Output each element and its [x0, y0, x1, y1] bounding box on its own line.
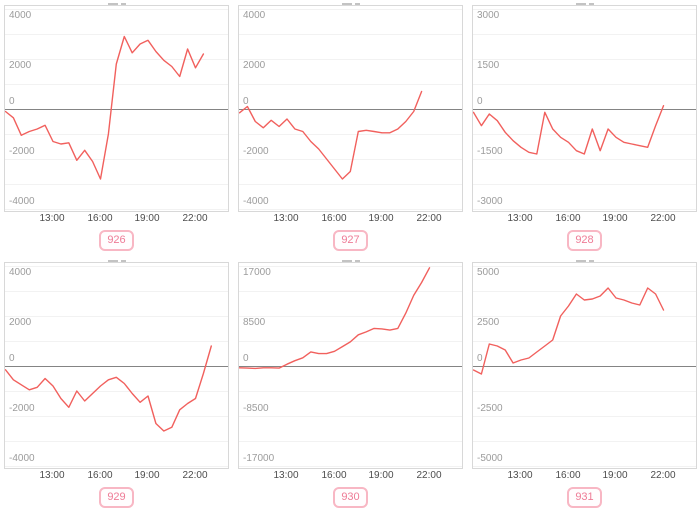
x-axis: 13:00 16:00 19:00 22:00 — [472, 213, 697, 224]
data-line-series — [473, 104, 665, 155]
chart-panel: 17000 8500 0 -8500 -17000 13:00 16:00 19:00 22:… — [238, 257, 463, 514]
chart-panel: 4000 2000 0 -2000 -4000 13:00 16:00 19:00 22:00… — [4, 257, 229, 514]
x-axis: 13:00 16:00 19:00 22:00 — [4, 213, 229, 224]
clipped-chart-title — [4, 257, 229, 262]
chart-id-badge[interactable]: 928 — [567, 229, 602, 251]
x-axis-label: 13:00 — [507, 213, 533, 224]
line-chart-svg — [473, 266, 696, 467]
title-fragment — [575, 3, 586, 5]
plot-area: 4000 2000 0 -2000 -4000 — [4, 262, 229, 469]
x-axis-label: 16:00 — [87, 213, 113, 224]
x-axis-label: 22:00 — [182, 213, 208, 224]
data-line-series — [5, 35, 205, 180]
chart-id-badge[interactable]: 931 — [567, 486, 602, 508]
chart-panel: 3000 1500 0 -1500 -3000 13:00 16:00 19:00 22:00… — [472, 0, 697, 257]
x-axis-label: 22:00 — [650, 470, 676, 481]
x-axis-label: 13:00 — [507, 470, 533, 481]
x-axis-label: 19:00 — [368, 470, 394, 481]
title-fragment — [107, 3, 118, 5]
x-axis-label: 22:00 — [182, 470, 208, 481]
x-axis-label: 16:00 — [555, 470, 581, 481]
x-axis-label: 19:00 — [134, 470, 160, 481]
data-line-series — [473, 287, 665, 375]
x-axis-label: 16:00 — [321, 470, 347, 481]
line-chart-svg — [239, 9, 462, 210]
badge-row: 931 — [472, 486, 697, 508]
plot-area: 5000 2500 0 -2500 -5000 — [472, 262, 697, 469]
x-axis: 13:00 16:00 19:00 22:00 — [4, 470, 229, 481]
clipped-chart-title — [472, 257, 697, 262]
x-axis-label: 19:00 — [134, 213, 160, 224]
plot-area: 17000 8500 0 -8500 -17000 — [238, 262, 463, 469]
chart-id-badge[interactable]: 930 — [333, 486, 368, 508]
x-axis-label: 19:00 — [368, 213, 394, 224]
title-fragment — [354, 3, 360, 5]
badge-row: 927 — [238, 229, 463, 251]
clipped-chart-title — [4, 0, 229, 5]
chart-panel: 4000 2000 0 -2000 -4000 13:00 16:00 19:00 22:00… — [238, 0, 463, 257]
plot-area: 4000 2000 0 -2000 -4000 — [4, 5, 229, 212]
x-axis: 13:00 16:00 19:00 22:00 — [238, 470, 463, 481]
x-axis: 13:00 16:00 19:00 22:00 — [472, 470, 697, 481]
line-chart-svg — [5, 266, 228, 467]
x-axis-label: 22:00 — [416, 213, 442, 224]
x-axis-label: 13:00 — [273, 470, 299, 481]
title-fragment — [588, 3, 594, 5]
title-fragment — [341, 3, 352, 5]
x-axis-label: 16:00 — [555, 213, 581, 224]
chart-panel: 5000 2500 0 -2500 -5000 13:00 16:00 19:00 22:00… — [472, 257, 697, 514]
x-axis-label: 19:00 — [602, 213, 628, 224]
x-axis-label: 19:00 — [602, 470, 628, 481]
chart-id-badge[interactable]: 926 — [99, 229, 134, 251]
line-chart-svg — [239, 266, 462, 467]
x-axis-label: 22:00 — [416, 470, 442, 481]
badge-row: 929 — [4, 486, 229, 508]
x-axis-label: 22:00 — [650, 213, 676, 224]
badge-row: 926 — [4, 229, 229, 251]
x-axis-label: 16:00 — [321, 213, 347, 224]
line-chart-svg — [473, 9, 696, 210]
x-axis: 13:00 16:00 19:00 22:00 — [238, 213, 463, 224]
badge-row: 930 — [238, 486, 463, 508]
title-fragment — [341, 260, 352, 262]
plot-area: 3000 1500 0 -1500 -3000 — [472, 5, 697, 212]
data-line-series — [239, 267, 431, 370]
clipped-chart-title — [238, 257, 463, 262]
title-fragment — [575, 260, 586, 262]
x-axis-label: 13:00 — [273, 213, 299, 224]
data-line-series — [239, 90, 423, 180]
title-fragment — [107, 260, 118, 262]
title-fragment — [588, 260, 594, 262]
clipped-chart-title — [472, 0, 697, 5]
data-line-series — [5, 345, 213, 432]
clipped-chart-title — [238, 0, 463, 5]
chart-id-badge[interactable]: 929 — [99, 486, 134, 508]
x-axis-label: 13:00 — [39, 213, 65, 224]
title-fragment — [120, 3, 126, 5]
x-axis-label: 16:00 — [87, 470, 113, 481]
title-fragment — [120, 260, 126, 262]
plot-area: 4000 2000 0 -2000 -4000 — [238, 5, 463, 212]
title-fragment — [354, 260, 360, 262]
chart-id-badge[interactable]: 927 — [333, 229, 368, 251]
badge-row: 928 — [472, 229, 697, 251]
chart-panel: 4000 2000 0 -2000 -4000 13:00 16:00 19:00 22:00… — [4, 0, 229, 257]
line-chart-svg — [5, 9, 228, 210]
x-axis-label: 13:00 — [39, 470, 65, 481]
